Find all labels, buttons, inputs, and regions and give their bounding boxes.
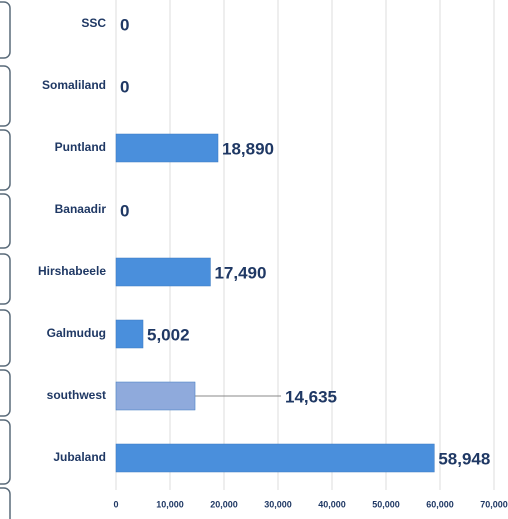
side-panel <box>0 1 11 519</box>
y-tick-label: Galmudug <box>47 326 106 340</box>
bar <box>115 133 219 163</box>
x-tick-label: 30,000 <box>264 499 292 509</box>
value-label: 0 <box>120 201 129 220</box>
value-label: 18,890 <box>222 139 274 158</box>
bar <box>115 381 196 411</box>
x-tick-label: 0 <box>113 499 118 509</box>
value-label: 14,635 <box>285 387 337 406</box>
y-tick-label: southwest <box>47 388 106 402</box>
bar <box>115 257 211 287</box>
y-tick-label: Banaadir <box>55 202 107 216</box>
y-tick-label: Somaliland <box>42 78 106 92</box>
value-label: 5,002 <box>147 325 190 344</box>
bar <box>115 319 144 349</box>
value-label: 0 <box>120 77 129 96</box>
x-tick-label: 60,000 <box>426 499 454 509</box>
value-label: 58,948 <box>438 449 490 468</box>
x-tick-label: 20,000 <box>210 499 238 509</box>
value-label: 0 <box>120 15 129 34</box>
y-tick-label: SSC <box>81 16 106 30</box>
y-tick-label: Puntland <box>55 140 106 154</box>
x-tick-label: 50,000 <box>372 499 400 509</box>
y-tick-label: Hirshabeele <box>38 264 106 278</box>
x-tick-label: 70,000 <box>480 499 508 509</box>
bar <box>115 443 435 473</box>
x-tick-label: 40,000 <box>318 499 346 509</box>
value-label: 17,490 <box>214 263 266 282</box>
y-tick-label: Jubaland <box>53 450 106 464</box>
x-tick-label: 10,000 <box>156 499 184 509</box>
